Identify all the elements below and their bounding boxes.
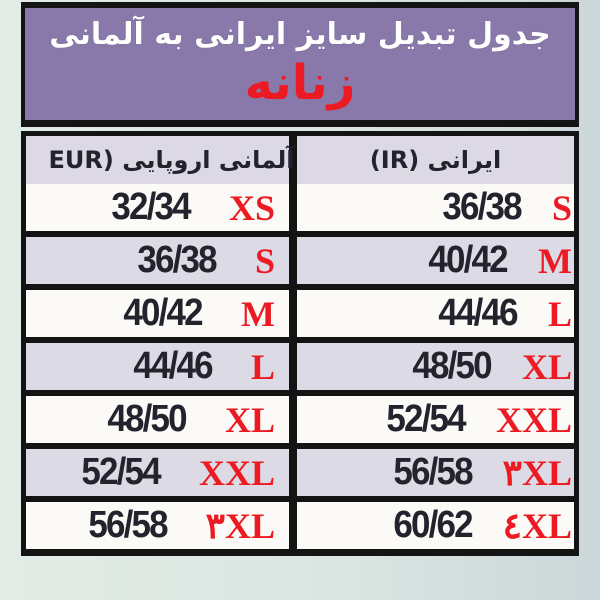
ir-size-value: 60/62 [392, 504, 473, 546]
eur-size-value: 44/46 [133, 345, 213, 387]
table-row: 32/34 XS 36/38 S [26, 184, 574, 231]
ir-size-value: 48/50 [412, 345, 492, 387]
ir-cell: 36/38 S [289, 184, 574, 231]
header-label-eur: آلمانی اروپایی (EUR [48, 146, 295, 174]
ir-size-value: 40/42 [428, 239, 508, 281]
ir-cell: 44/46 L [289, 290, 574, 337]
eur-cell: 36/38 S [26, 237, 289, 284]
eur-cell: 52/54 XXL [26, 449, 289, 496]
ir-size-value: 52/54 [386, 398, 466, 440]
header-cell-ir: ایرانی (IR) [289, 136, 574, 184]
ir-size-label: XL [521, 346, 572, 387]
header-cell-eur: آلمانی اروپایی (EUR [26, 136, 294, 184]
eur-size-value: 36/38 [137, 239, 217, 281]
table-row: 44/46 L 48/50 XL [26, 337, 574, 390]
eur-size-value: 56/58 [87, 504, 168, 546]
eur-size-label: XL [224, 399, 275, 440]
ir-size-label: XXL [495, 399, 572, 440]
size-chart-title-banner: جدول تبدیل سایز ایرانی به آلمانی زنانه [21, 2, 579, 127]
size-conversion-table: آلمانی اروپایی (EUR ایرانی (IR) 32/34 XS… [21, 131, 579, 556]
table-row: 40/42 M 44/46 L [26, 284, 574, 337]
eur-size-label: XXL [198, 452, 275, 493]
chart-title: جدول تبدیل سایز ایرانی به آلمانی [49, 17, 551, 52]
table-header-row: آلمانی اروپایی (EUR ایرانی (IR) [26, 136, 574, 184]
table-row: 52/54 XXL 56/58 ۳XL [26, 443, 574, 496]
header-label-ir: ایرانی (IR) [369, 146, 502, 174]
ir-size-label: L [547, 293, 572, 334]
eur-cell: 48/50 XL [26, 396, 289, 443]
ir-size-label: ٤XL [502, 505, 572, 546]
eur-size-label: L [250, 346, 275, 387]
ir-cell: 56/58 ۳XL [289, 449, 574, 496]
eur-size-label: XS [228, 187, 275, 228]
table-row: 36/38 S 40/42 M [26, 231, 574, 284]
eur-cell: 32/34 XS [26, 184, 289, 231]
eur-size-label: S [254, 240, 275, 281]
eur-size-label: ۳XL [205, 505, 275, 546]
ir-size-label: ۳XL [502, 452, 572, 493]
table-row: 56/58 ۳XL 60/62 ٤XL [26, 496, 574, 549]
chart-subtitle: زنانه [244, 55, 356, 111]
eur-size-value: 40/42 [123, 292, 203, 334]
table-row: 48/50 XL 52/54 XXL [26, 390, 574, 443]
ir-size-value: 44/46 [438, 292, 518, 334]
eur-size-value: 48/50 [107, 398, 187, 440]
ir-cell: 40/42 M [289, 237, 574, 284]
eur-cell: 40/42 M [26, 290, 289, 337]
eur-size-value: 32/34 [111, 186, 191, 228]
eur-cell: 44/46 L [26, 343, 289, 390]
ir-cell: 60/62 ٤XL [289, 502, 574, 549]
table-body: 32/34 XS 36/38 S 36/38 S 40/42 M 40/42 M… [26, 184, 574, 549]
ir-size-label: S [551, 187, 572, 228]
ir-size-value: 56/58 [392, 451, 473, 493]
eur-size-label: M [241, 293, 275, 334]
ir-size-value: 36/38 [442, 186, 522, 228]
ir-cell: 52/54 XXL [289, 396, 574, 443]
eur-size-value: 52/54 [81, 451, 161, 493]
ir-cell: 48/50 XL [289, 343, 574, 390]
ir-size-label: M [538, 240, 572, 281]
eur-cell: 56/58 ۳XL [26, 502, 289, 549]
